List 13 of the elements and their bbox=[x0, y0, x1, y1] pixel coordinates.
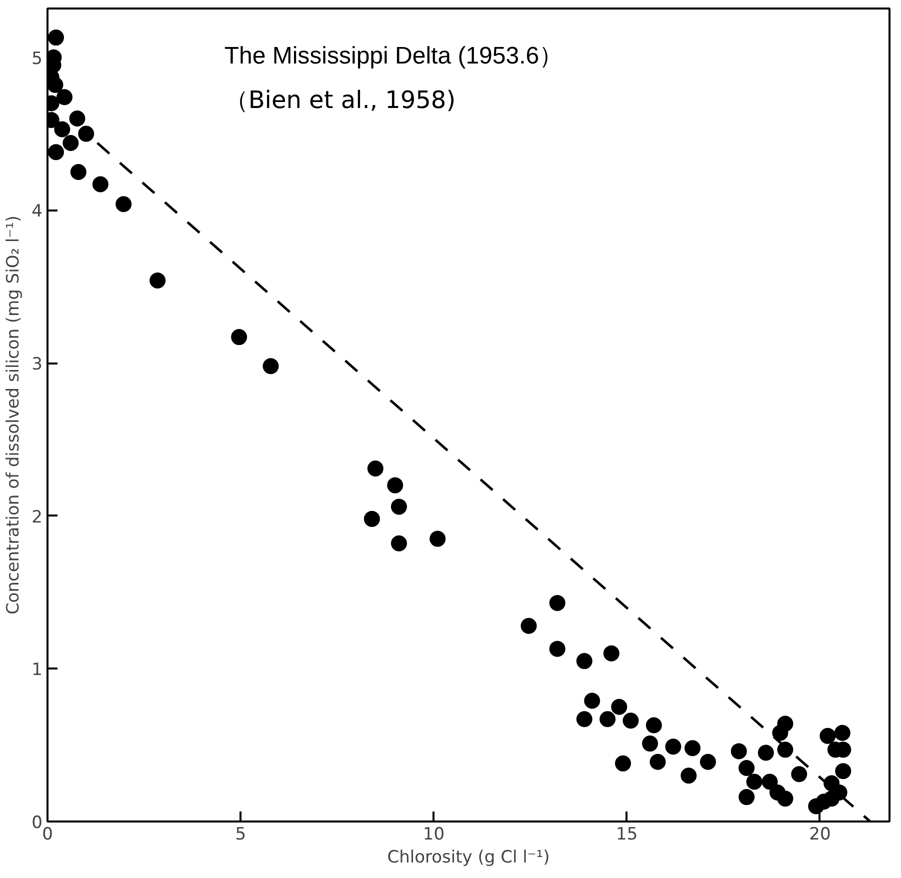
text: The Mississippi Delta (1953.6） bbox=[224, 42, 564, 70]
x-tick-label: 10 bbox=[422, 824, 445, 844]
y-axis-title: Concentration of dissolved silicon (mg SiO₂ l⁻¹) bbox=[4, 215, 24, 615]
x-tick-label: 15 bbox=[616, 824, 638, 844]
text: （Bien et al., 1958) bbox=[224, 86, 456, 114]
x-tick-label: 20 bbox=[809, 824, 831, 844]
x-tick-label: 5 bbox=[235, 824, 246, 844]
y-tick-label: 4 bbox=[32, 202, 43, 222]
y-tick-label: 5 bbox=[32, 48, 43, 69]
x-axis-title: Chlorosity (g Cl l⁻¹) bbox=[387, 848, 550, 868]
y-tick-label: 1 bbox=[32, 660, 43, 680]
y-tick-label: 3 bbox=[32, 354, 43, 375]
y-tick-label: 2 bbox=[32, 507, 43, 528]
